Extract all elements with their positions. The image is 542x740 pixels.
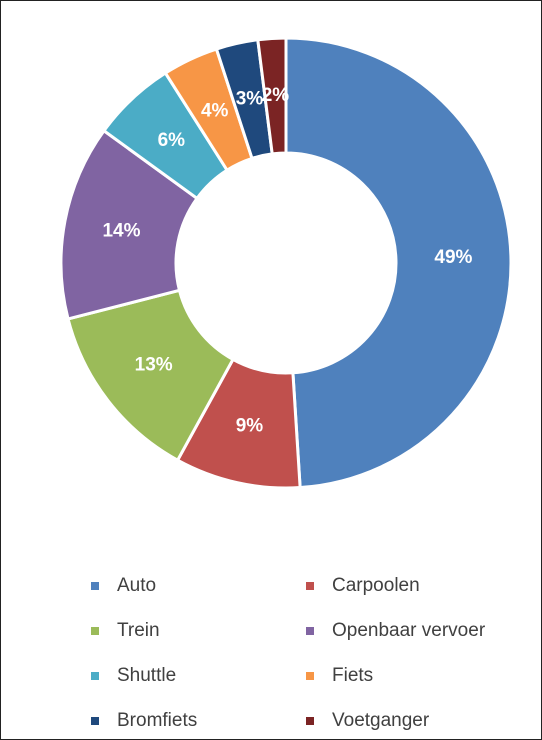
legend-label: Trein xyxy=(117,620,160,641)
legend-label: Fiets xyxy=(332,665,373,686)
data-label: 9% xyxy=(236,415,264,436)
data-label: 3% xyxy=(236,89,264,110)
data-label: 2% xyxy=(262,85,290,106)
data-label: 6% xyxy=(158,130,186,151)
legend-label: Carpoolen xyxy=(332,575,420,596)
legend-marker xyxy=(306,627,314,635)
data-label: 13% xyxy=(135,355,173,376)
legend-marker xyxy=(91,672,99,680)
legend-marker xyxy=(91,717,99,725)
legend-label: Shuttle xyxy=(117,665,176,686)
legend-marker xyxy=(306,717,314,725)
slice xyxy=(256,36,288,156)
legend-marker xyxy=(91,627,99,635)
data-label: 4% xyxy=(201,100,229,121)
legend-label: Bromfiets xyxy=(117,710,197,731)
legend-label: Auto xyxy=(117,575,156,596)
legend-marker xyxy=(91,582,99,590)
data-label: 14% xyxy=(102,221,140,242)
data-label: 49% xyxy=(434,247,472,268)
legend-label: Voetganger xyxy=(332,710,430,731)
slice xyxy=(284,36,513,490)
legend-marker xyxy=(306,582,314,590)
legend-marker xyxy=(306,672,314,680)
legend-label: Openbaar vervoer xyxy=(332,620,486,641)
